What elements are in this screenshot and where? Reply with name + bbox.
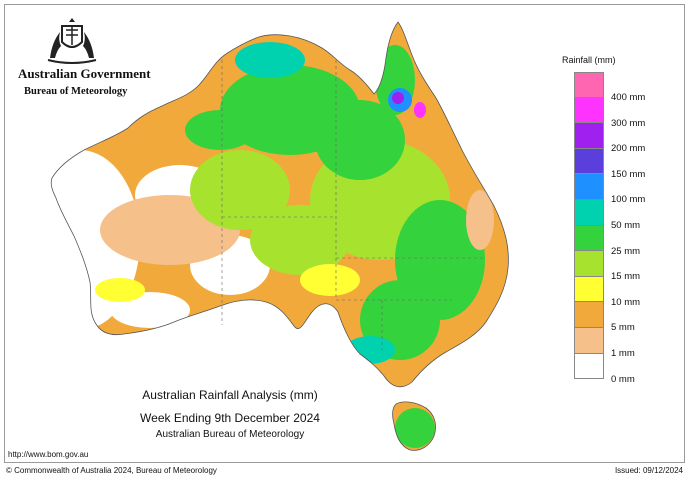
legend-label: 300 mm — [611, 117, 646, 129]
legend-swatch — [574, 251, 604, 277]
issued-date: Issued: 09/12/2024 — [614, 466, 683, 475]
legend-colorbar — [574, 72, 604, 380]
legend-swatch — [574, 174, 604, 200]
legend-swatch — [574, 225, 604, 252]
legend-label: 0 mm — [611, 373, 635, 385]
legend-label: 15 mm — [611, 271, 641, 283]
government-title: Australian Government — [18, 66, 151, 81]
legend-label: 150 mm — [611, 168, 646, 180]
legend-swatch — [574, 353, 604, 380]
legend-label: 5 mm — [611, 322, 635, 334]
legend-label: 25 mm — [611, 245, 641, 257]
legend-swatch — [574, 302, 604, 328]
legend-label: 50 mm — [611, 220, 641, 231]
copyright-text: © Commonwealth of Australia 2024, Bureau… — [6, 466, 217, 475]
legend-label: 1 mm — [611, 348, 635, 359]
map-source: Australian Bureau of Meteorology — [155, 429, 305, 440]
map-frame — [4, 4, 685, 463]
legend-label: 200 mm — [611, 143, 646, 155]
legend-title: Rainfall (mm) — [562, 55, 616, 65]
legend-swatch — [574, 199, 604, 226]
legend-swatch — [574, 276, 604, 303]
legend-swatch — [574, 97, 604, 124]
map-period: Week Ending 9th December 2024 — [140, 411, 320, 425]
legend-swatch — [574, 327, 604, 354]
legend-swatch — [574, 148, 604, 175]
website-link[interactable]: http://www.bom.gov.au — [8, 450, 89, 459]
legend-label: 100 mm — [611, 194, 646, 206]
state-borders — [221, 60, 486, 350]
legend-swatch — [574, 123, 604, 149]
legend-label: 400 mm — [611, 92, 646, 103]
bureau-title: Bureau of Meteorology — [24, 86, 128, 97]
legend-label: 10 mm — [611, 296, 641, 308]
legend-swatch — [574, 72, 604, 98]
coat-of-arms-logo — [47, 18, 97, 64]
map-title: Australian Rainfall Analysis (mm) — [142, 388, 318, 402]
